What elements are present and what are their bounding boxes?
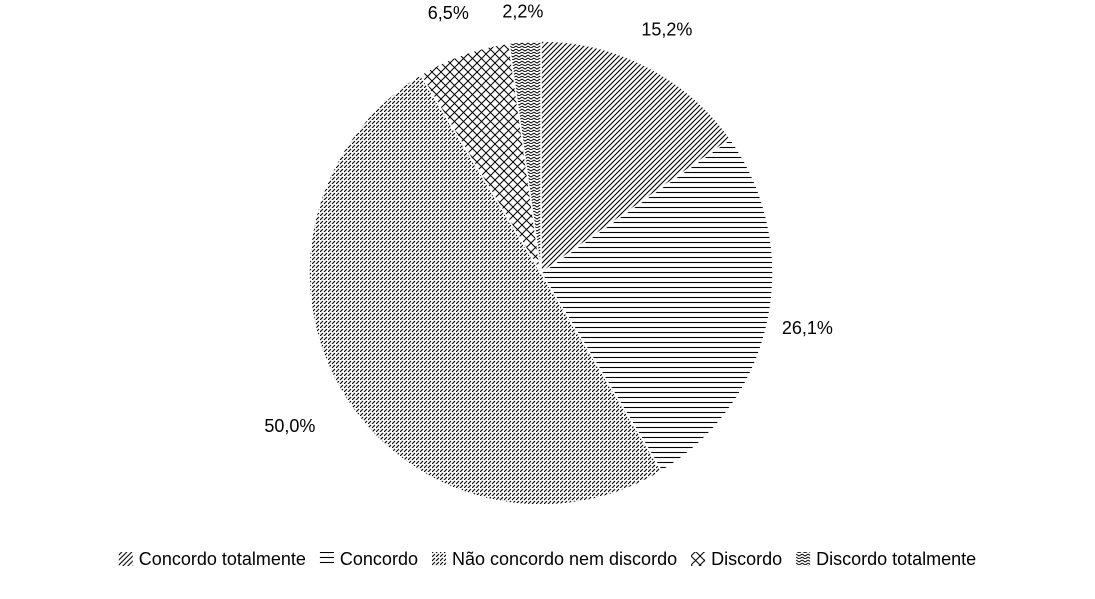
- legend-item: Concordo: [319, 549, 418, 569]
- slice-value-label: 2,2%: [502, 2, 543, 22]
- pie-slice-3: [308, 73, 663, 506]
- pie-slice-2: [539, 137, 774, 473]
- slice-labels: 15,2% 26,1% 50,0% 6,5% 2,2%: [264, 2, 833, 436]
- slice-value-label: 15,2%: [641, 20, 692, 40]
- legend-label: Discordo totalmente: [816, 549, 976, 569]
- slice-value-label: 50,0%: [264, 416, 315, 436]
- pie-slice-5: [508, 40, 542, 274]
- slice-value-label: 6,5%: [428, 3, 469, 23]
- slice-value-label: 26,1%: [782, 318, 833, 338]
- legend-item: Concordo totalmente: [118, 549, 306, 569]
- legend-swatch: [691, 552, 706, 566]
- legend-swatch: [431, 552, 446, 566]
- pie-slice-1: [540, 40, 732, 275]
- legend-label: Concordo totalmente: [139, 549, 306, 569]
- legend-item: Não concordo nem discordo: [431, 549, 677, 569]
- legend-swatch: [319, 552, 334, 566]
- legend-label: Concordo: [340, 549, 418, 569]
- legend-swatch: [796, 552, 811, 566]
- pie-slices: [308, 40, 774, 506]
- legend-swatch: [118, 552, 133, 566]
- legend-item: Discordo totalmente: [796, 549, 976, 569]
- legend-label: Não concordo nem discordo: [452, 549, 677, 569]
- legend: Concordo totalmente Concordo Não concordo …: [118, 549, 976, 569]
- legend-label: Discordo: [711, 549, 782, 569]
- legend-item: Discordo: [691, 549, 782, 569]
